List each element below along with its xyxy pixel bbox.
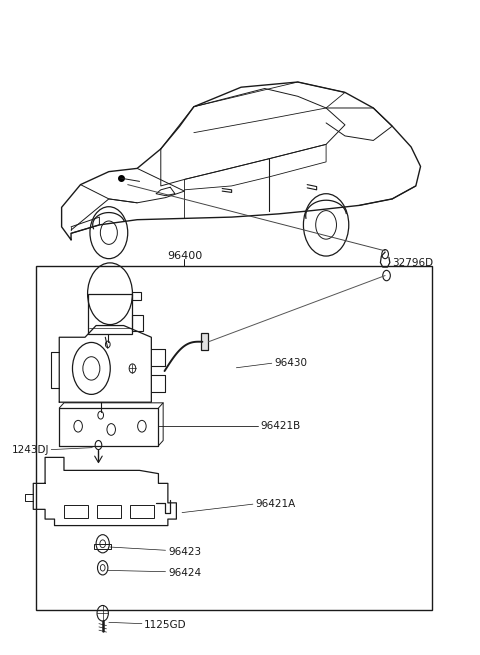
Text: 96421B: 96421B — [260, 421, 300, 431]
Text: 96430: 96430 — [274, 358, 307, 368]
Text: 96400: 96400 — [167, 251, 202, 261]
Bar — [97, 505, 120, 518]
Bar — [36, 266, 432, 610]
Text: 1125GD: 1125GD — [144, 620, 187, 630]
Bar — [132, 315, 143, 331]
Text: 1243DJ: 1243DJ — [12, 445, 50, 455]
Text: 96424: 96424 — [168, 568, 201, 578]
Text: 96423: 96423 — [168, 546, 201, 557]
Circle shape — [383, 271, 390, 281]
Bar — [94, 544, 111, 549]
Bar — [64, 505, 87, 518]
Bar — [87, 293, 132, 334]
Bar — [132, 292, 141, 300]
Text: 32796D: 32796D — [392, 257, 433, 267]
Text: 96421A: 96421A — [255, 499, 296, 509]
Bar — [201, 333, 208, 350]
Bar — [130, 505, 154, 518]
